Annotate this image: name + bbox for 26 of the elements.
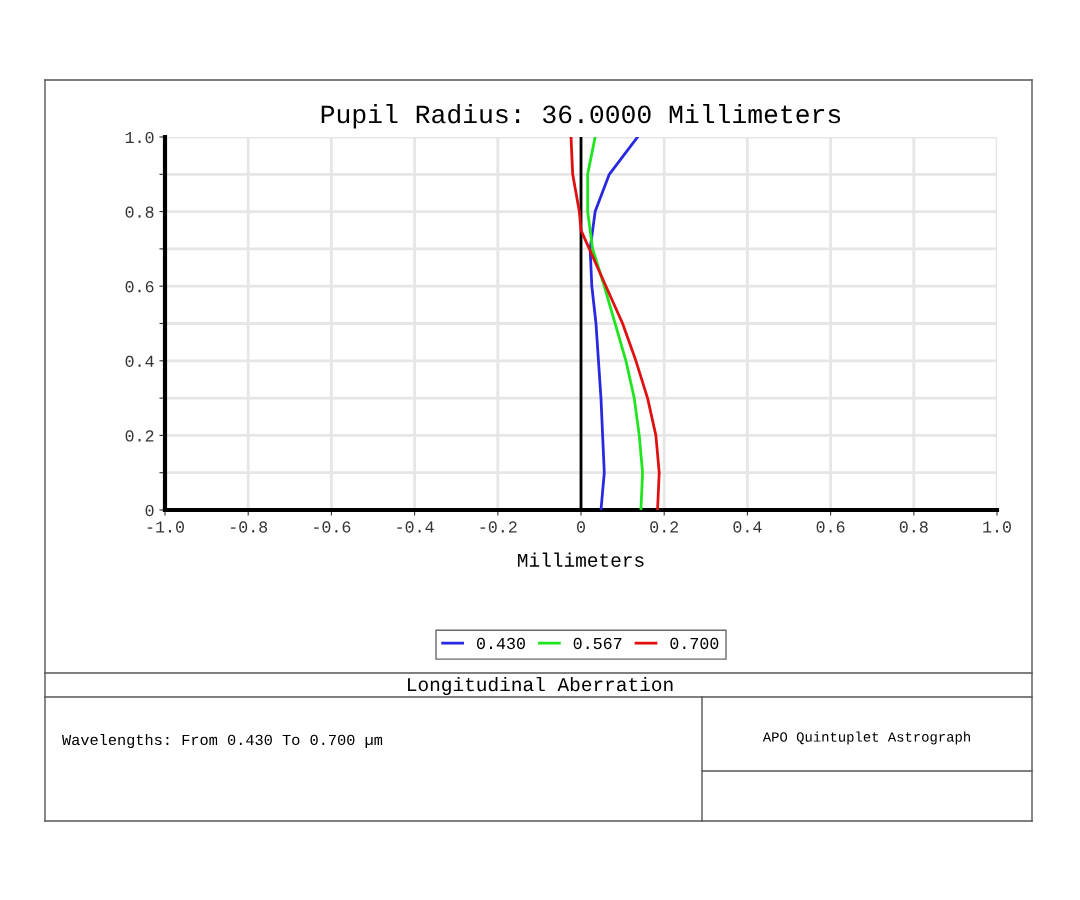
x-tick-label: 0 [577,521,585,533]
y-tick-label: 1.0 [125,131,154,144]
x-tick-label: -0.8 [230,521,268,533]
x-axis-title: Millimeters [518,552,644,567]
x-tick-label: 0.4 [733,521,762,533]
y-tick-label: 0.6 [125,281,154,293]
x-tick-label: -1.0 [147,521,184,533]
legend-label: 0.567 [573,637,622,650]
y-tick-label: 0.2 [125,430,154,442]
x-tick-label: -0.2 [480,521,517,533]
x-tick-label: -0.6 [314,521,351,533]
chart-title: Pupil Radius: 36.0000 Millimeters [321,103,841,129]
text: Longitudinal Aberration [408,676,673,696]
x-tick-label: 0.2 [650,521,679,533]
text: Wavelengths: From 0.430 To 0.700 µm [62,733,383,749]
y-tick-label: 0 [145,504,154,517]
legend-label: 0.700 [670,637,719,650]
x-tick-label: 1.0 [983,521,1011,533]
legend-label: 0.430 [476,637,525,650]
x-tick-label: 0.8 [899,521,928,533]
text: APO Quintuplet Astrograph [762,731,970,745]
x-tick-label: 0.6 [816,521,845,533]
y-tick-label: 0.4 [125,355,154,367]
y-tick-label: 0.8 [125,206,154,218]
x-tick-label: -0.4 [397,521,434,533]
line-series [569,137,661,510]
